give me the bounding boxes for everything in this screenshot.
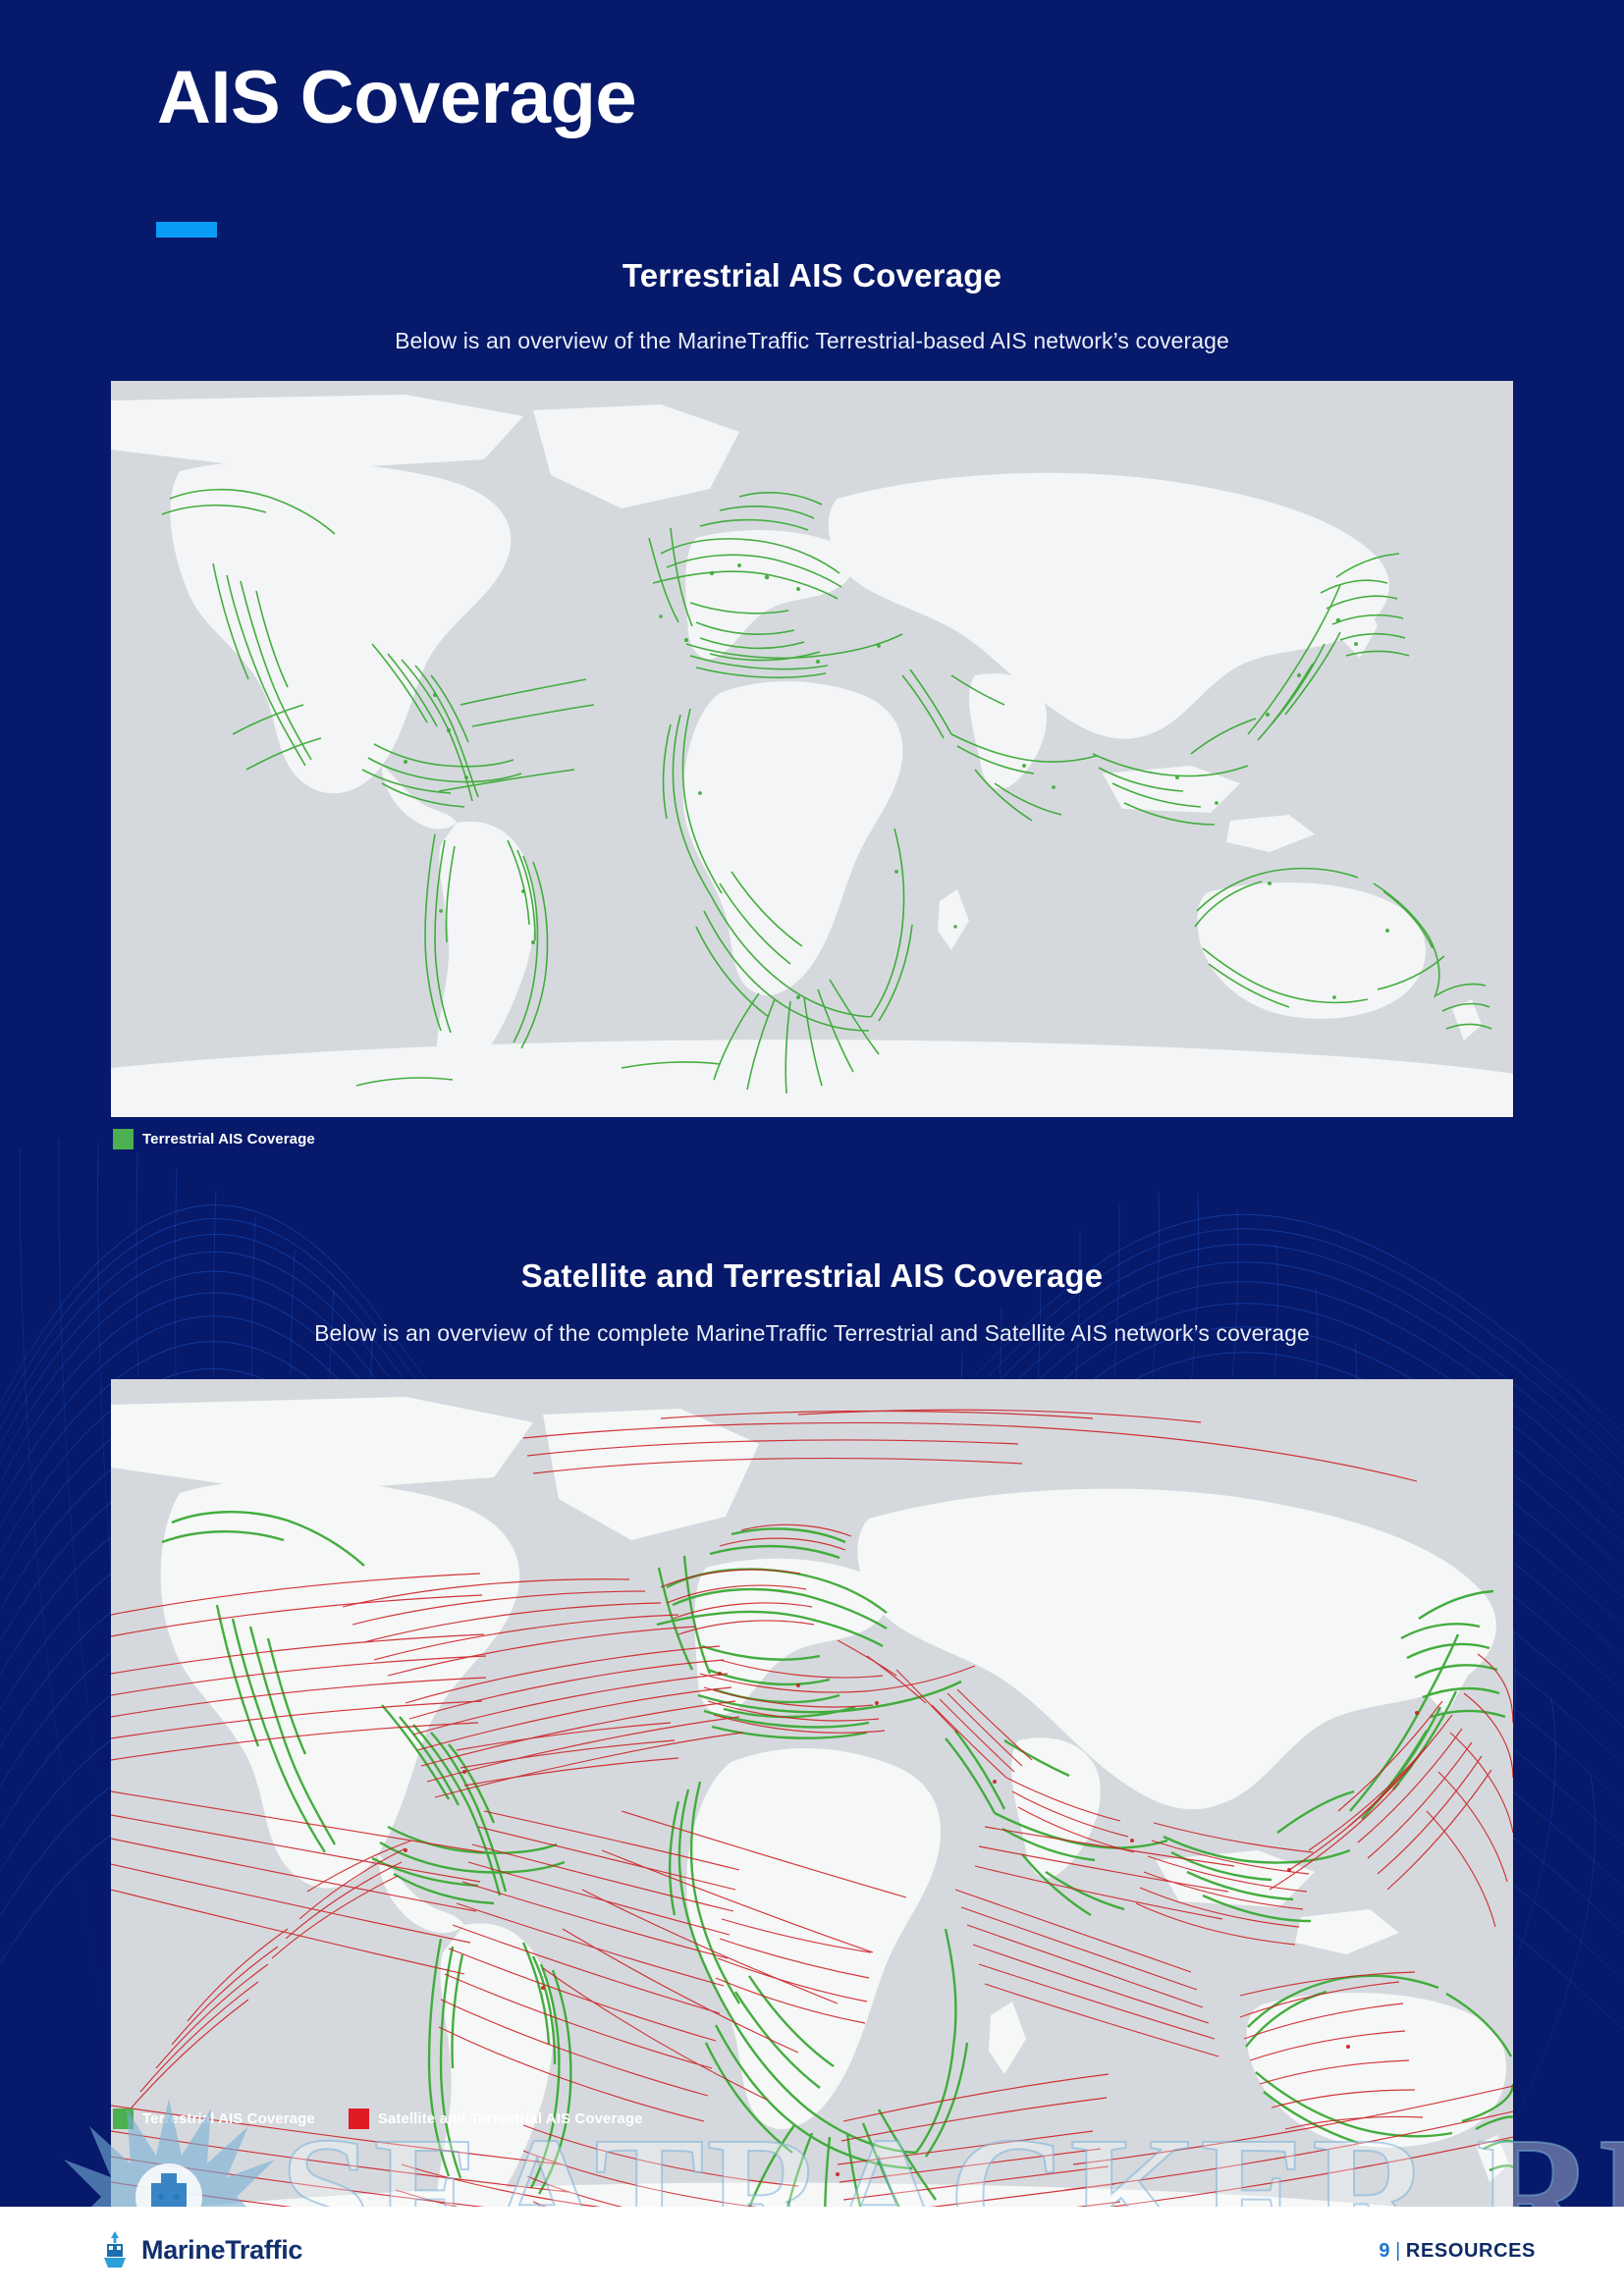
legend-label: Terrestrial AIS Coverage <box>142 2110 315 2127</box>
brand-name: MarineTraffic <box>141 2234 303 2265</box>
legend-terrestrial: Terrestrial AIS Coverage <box>113 1129 315 1149</box>
section-label: RESOURCES <box>1405 2240 1536 2262</box>
legend-item: Terrestrial AIS Coverage <box>113 2109 315 2129</box>
legend-swatch-green <box>113 2109 134 2129</box>
title-accent-bar <box>156 222 217 238</box>
legend-item: Terrestrial AIS Coverage <box>113 1129 315 1149</box>
satellite-terrestrial-ais-coverage-map <box>111 1379 1513 2296</box>
footer-page-indicator: 9 | RESOURCES <box>1379 2240 1536 2263</box>
page-title: AIS Coverage <box>157 56 637 139</box>
legend-label: Satellite and Terrestrial AIS Coverage <box>377 2110 643 2127</box>
section-heading-satellite: Satellite and Terrestrial AIS Coverage <box>520 1257 1104 1294</box>
section-subtitle-terrestrial: Below is an overview of the MarineTraffi… <box>395 328 1229 353</box>
section-subtitle-satellite: Below is an overview of the complete Mar… <box>314 1320 1310 1346</box>
legend-swatch-red <box>348 2109 369 2129</box>
legend-label: Terrestrial AIS Coverage <box>142 1131 315 1148</box>
legend-swatch-green <box>113 1129 134 1149</box>
legend-satellite: Terrestrial AIS Coverage Satellite and T… <box>113 2109 643 2129</box>
page-number: 9 <box>1379 2240 1391 2262</box>
legend-item: Satellite and Terrestrial AIS Coverage <box>348 2109 643 2129</box>
marinetraffic-ship-icon <box>104 2231 126 2268</box>
terrestrial-ais-coverage-map <box>111 381 1513 1117</box>
section-heading-terrestrial: Terrestrial AIS Coverage <box>622 257 1002 294</box>
footer-bar <box>0 2207 1624 2296</box>
brand-logo: MarineTraffic <box>98 2230 302 2269</box>
page-separator: | <box>1395 2240 1401 2262</box>
